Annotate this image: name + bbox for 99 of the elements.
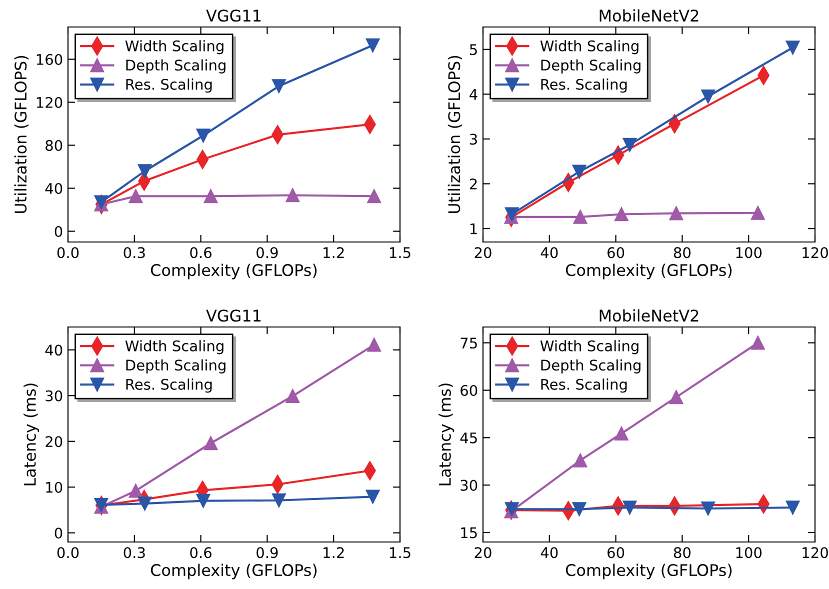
x-axis-title: Complexity (GFLOPs) xyxy=(150,564,317,580)
x-tick-label: 60 xyxy=(608,547,624,558)
chart-title: MobileNetV2 xyxy=(600,309,698,322)
x-axis-title: Complexity (GFLOPs) xyxy=(150,264,317,280)
x-tick-label: 0.3 xyxy=(124,547,145,558)
chart-title: VGG11 xyxy=(206,310,261,322)
y-tick-label: 120 xyxy=(36,96,62,108)
x-tick-label: 100 xyxy=(736,247,762,258)
y-axis-title: Latency (ms) xyxy=(24,384,40,486)
point xyxy=(128,189,143,204)
y-tick-label: 45 xyxy=(460,432,477,444)
legend-label: Res. Scaling xyxy=(541,78,627,93)
y-tick-label: 4 xyxy=(470,89,478,100)
point xyxy=(196,494,210,508)
y-axis-title: Latency (ms) xyxy=(438,384,454,486)
x-tick-label: 0.9 xyxy=(256,547,278,558)
x-tick-label: 1.2 xyxy=(324,547,344,558)
point xyxy=(701,89,716,104)
y-tick-label: 15 xyxy=(461,527,477,538)
x-axis-title: Complexity (GFLOPs) xyxy=(566,564,732,580)
point xyxy=(614,426,628,440)
point xyxy=(786,40,800,55)
x-tick-label: 120 xyxy=(802,247,828,258)
point xyxy=(750,206,765,220)
point xyxy=(272,79,286,94)
x-tick-label: 100 xyxy=(736,547,762,558)
point xyxy=(786,500,800,514)
legend-label: Depth Scaling xyxy=(541,359,640,374)
point xyxy=(128,484,143,498)
x-tick-label: 0.0 xyxy=(57,247,79,258)
y-tick-label: 60 xyxy=(460,384,478,396)
x-tick-label: 40 xyxy=(540,547,558,558)
y-tick-label: 75 xyxy=(460,338,477,349)
point xyxy=(272,493,286,508)
legend-label: Width Scaling xyxy=(125,40,224,54)
point xyxy=(286,188,300,202)
x-tick-label: 1.5 xyxy=(390,247,410,258)
legend-label: Res. Scaling xyxy=(541,378,627,393)
point xyxy=(204,189,218,204)
y-tick-label: 0 xyxy=(54,528,62,539)
point xyxy=(750,336,765,350)
x-tick-label: 0.0 xyxy=(57,547,79,558)
y-tick-label: 10 xyxy=(46,482,62,493)
point xyxy=(138,164,152,178)
point xyxy=(366,38,380,52)
y-tick-label: 160 xyxy=(36,54,62,65)
y-tick-label: 30 xyxy=(46,390,62,402)
legend-label: Depth Scaling xyxy=(541,59,640,74)
x-tick-label: 120 xyxy=(802,547,828,558)
y-tick-label: 1 xyxy=(470,223,477,234)
point xyxy=(196,128,210,143)
point xyxy=(204,436,218,450)
x-tick-label: 0.6 xyxy=(190,547,212,558)
x-tick-label: 40 xyxy=(540,247,558,258)
legend-label: Width Scaling xyxy=(540,40,638,54)
y-tick-label: 2 xyxy=(470,178,477,190)
point xyxy=(614,207,628,222)
x-tick-label: 60 xyxy=(608,247,624,258)
y-tick-label: 0 xyxy=(54,226,62,237)
y-tick-label: 40 xyxy=(45,182,62,194)
point xyxy=(573,453,588,468)
point xyxy=(572,502,586,516)
point xyxy=(366,490,380,504)
point xyxy=(504,207,519,222)
point xyxy=(669,390,684,404)
point xyxy=(573,210,588,224)
y-tick-label: 3 xyxy=(470,134,477,145)
legend-label: Res. Scaling xyxy=(126,78,212,93)
y-tick-label: 20 xyxy=(46,436,62,448)
point xyxy=(138,496,152,511)
point xyxy=(367,189,382,204)
y-tick-label: 80 xyxy=(46,140,62,151)
x-axis-title: Complexity (GFLOPs) xyxy=(566,264,732,280)
x-tick-label: 1.2 xyxy=(324,247,344,258)
x-tick-label: 1.5 xyxy=(390,547,410,558)
x-tick-label: 80 xyxy=(674,247,691,258)
y-tick-label: 40 xyxy=(45,344,62,356)
legend-label: Width Scaling xyxy=(125,340,224,354)
point xyxy=(669,206,684,220)
legend-label: Depth Scaling xyxy=(126,359,226,374)
legend-label: Width Scaling xyxy=(540,340,638,354)
x-tick-label: 0.3 xyxy=(124,247,145,258)
y-tick-label: 30 xyxy=(460,480,478,491)
legend-label: Res. Scaling xyxy=(126,378,212,393)
point xyxy=(572,164,586,179)
chart-title: VGG11 xyxy=(206,10,261,22)
point xyxy=(701,502,716,516)
y-tick-label: 5 xyxy=(470,44,477,56)
y-axis-title: Utilization (GFLOPS) xyxy=(14,56,29,214)
point xyxy=(622,138,637,152)
point xyxy=(622,500,637,514)
x-tick-label: 0.9 xyxy=(256,247,278,258)
x-tick-label: 0.6 xyxy=(190,247,212,258)
x-tick-label: 80 xyxy=(674,547,691,558)
point xyxy=(367,338,382,352)
point xyxy=(286,389,300,404)
legend-label: Depth Scaling xyxy=(126,59,226,74)
y-axis-title: Utilization (GFLOPS) xyxy=(448,56,462,214)
chart-title: MobileNetV2 xyxy=(600,9,698,22)
